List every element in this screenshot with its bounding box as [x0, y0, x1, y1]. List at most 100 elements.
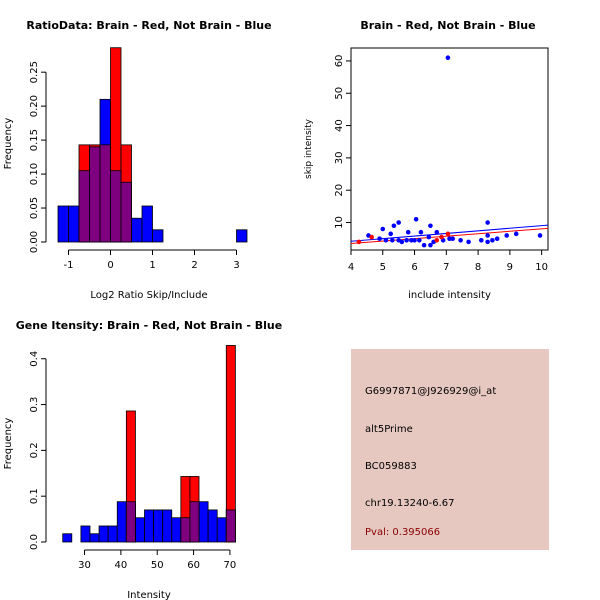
- gene-bar-blue: [207, 509, 218, 543]
- gene-bar-blue: [198, 501, 209, 543]
- scatter-point-blue: [445, 55, 451, 60]
- scatter-point-blue: [485, 233, 490, 238]
- scatter-title: Brain - Red, Not Brain - Blue: [360, 19, 535, 32]
- gene-bar-blue: [162, 509, 173, 543]
- ratio-x-tick-label: 0: [107, 260, 113, 271]
- scatter-point-red: [439, 234, 444, 240]
- ratio-y-tick-label: 0.05: [29, 197, 40, 219]
- ratio-bar-overlap: [99, 144, 111, 243]
- gene-bar-blue: [171, 517, 182, 543]
- ratio-bar-overlap: [120, 181, 132, 243]
- gene-bar-overlap: [125, 501, 136, 543]
- scatter-point-blue: [466, 239, 471, 245]
- probe-info-panel: G6997871@J926929@i_at alt5Prime BC059883…: [351, 349, 549, 550]
- gene-bar-blue: [116, 501, 127, 543]
- gene-x-tick-label: 30: [78, 560, 91, 571]
- scatter-point-blue: [390, 238, 395, 243]
- scatter-y-axis-label: skip intensity: [304, 118, 314, 179]
- scatter-point-blue: [391, 223, 397, 229]
- gene-y-axis-label: Frequency: [3, 418, 14, 470]
- gene-bar-blue: [153, 509, 164, 543]
- ratio-bar-blue: [152, 229, 164, 243]
- scatter-x-tick-label: 5: [380, 262, 386, 273]
- gene-title: Gene Itensity: Brain - Red, Not Brain - …: [16, 319, 282, 332]
- ratio-bar-overlap: [89, 146, 101, 243]
- scatter-point-blue: [388, 231, 394, 237]
- ratio-x-tick-label: -1: [64, 260, 74, 271]
- scatter-point-blue: [494, 236, 500, 241]
- scatter-point-blue: [434, 229, 440, 235]
- gene-y-tick-label: 0.3: [29, 397, 40, 413]
- p-value: Pval: 0.395066: [365, 527, 441, 538]
- gene-x-tick-label: 40: [115, 560, 128, 571]
- gene-x-axis-label: Intensity: [127, 590, 171, 600]
- scatter-y-tick-label: 50: [334, 87, 345, 100]
- scatter-point-blue: [377, 236, 382, 241]
- scatter-point-blue: [428, 242, 433, 248]
- scatter-point-red: [434, 238, 440, 243]
- scatter-y-tick-label: 10: [334, 216, 345, 229]
- scatter-x-tick-label: 7: [443, 262, 449, 273]
- scatter-point-blue: [383, 238, 389, 243]
- scatter-trend-red: [350, 227, 549, 245]
- scatter-x-tick-label: 6: [411, 262, 417, 273]
- scatter-point-blue: [458, 238, 463, 243]
- scatter-point-blue: [380, 226, 386, 232]
- ratio-bar-blue: [141, 205, 153, 243]
- scatter-y-tick-label: 20: [334, 184, 345, 197]
- gene-bar-blue: [98, 525, 109, 543]
- gene-bar-overlap: [180, 517, 191, 543]
- ratio-bar-blue: [68, 205, 80, 243]
- scatter-point-blue: [404, 238, 409, 243]
- accession-id: BC059883: [365, 461, 417, 472]
- gene-bar-blue: [80, 525, 91, 543]
- scatter-point-red: [369, 234, 374, 240]
- scatter-point-red: [445, 231, 451, 237]
- scatter-y-tick-label: 60: [334, 55, 345, 68]
- ratio-y-tick-label: 0.20: [29, 95, 40, 117]
- ratio-bar-blue: [131, 217, 143, 243]
- scatter-point-blue: [478, 238, 484, 243]
- scatter-x-tick-label: 9: [507, 262, 513, 273]
- scatter-point-blue: [513, 231, 519, 237]
- gene-bar-blue: [144, 509, 154, 543]
- scatter-point-blue: [421, 242, 427, 248]
- scatter-point-blue: [428, 223, 433, 229]
- gene-bar-blue: [216, 517, 227, 543]
- scatter-y-tick-label: 30: [334, 152, 345, 165]
- ratio-bar-blue: [57, 205, 69, 243]
- ratio-x-tick-label: 2: [191, 260, 197, 271]
- scatter-point-blue: [504, 233, 509, 238]
- probe-id: G6997871@J926929@i_at: [365, 386, 497, 397]
- scatter-point-red: [356, 239, 362, 245]
- scatter-x-axis-label: include intensity: [408, 290, 491, 301]
- chromosome-location: chr19.13240-6.67: [365, 498, 455, 509]
- scatter-point-blue: [426, 234, 432, 240]
- gene-bar-blue: [89, 533, 100, 543]
- gene-y-tick-label: 0.2: [29, 442, 40, 458]
- scatter-point-blue: [413, 216, 419, 222]
- ratio-y-tick-label: 0.00: [29, 231, 40, 253]
- scatter-point-blue: [418, 229, 424, 235]
- ratio-bar-overlap: [78, 170, 90, 243]
- gene-x-tick-label: 60: [187, 560, 200, 571]
- scatter-x-tick-label: 8: [475, 262, 481, 273]
- scatter-point-blue: [450, 236, 455, 241]
- scatter-point-blue: [490, 238, 495, 243]
- scatter-point-blue: [399, 239, 405, 245]
- ratio-y-tick-label: 0.15: [29, 129, 40, 151]
- gene-bar-blue: [107, 525, 118, 543]
- scatter-x-tick-label: 4: [348, 262, 354, 273]
- ratio-x-tick-label: 1: [149, 260, 155, 271]
- gene-bar-blue: [135, 517, 145, 543]
- scatter-x-tick-label: 10: [535, 262, 548, 273]
- gene-x-tick-label: 50: [151, 560, 164, 571]
- scatter-point-blue: [405, 229, 411, 235]
- event-type: alt5Prime: [365, 424, 413, 435]
- ratio-y-tick-label: 0.10: [29, 163, 40, 185]
- scatter-y-tick-label: 40: [334, 119, 345, 132]
- gene-x-tick-label: 70: [224, 560, 237, 571]
- ratio-bar-overlap: [110, 170, 122, 243]
- gene-y-tick-label: 0.0: [29, 534, 40, 550]
